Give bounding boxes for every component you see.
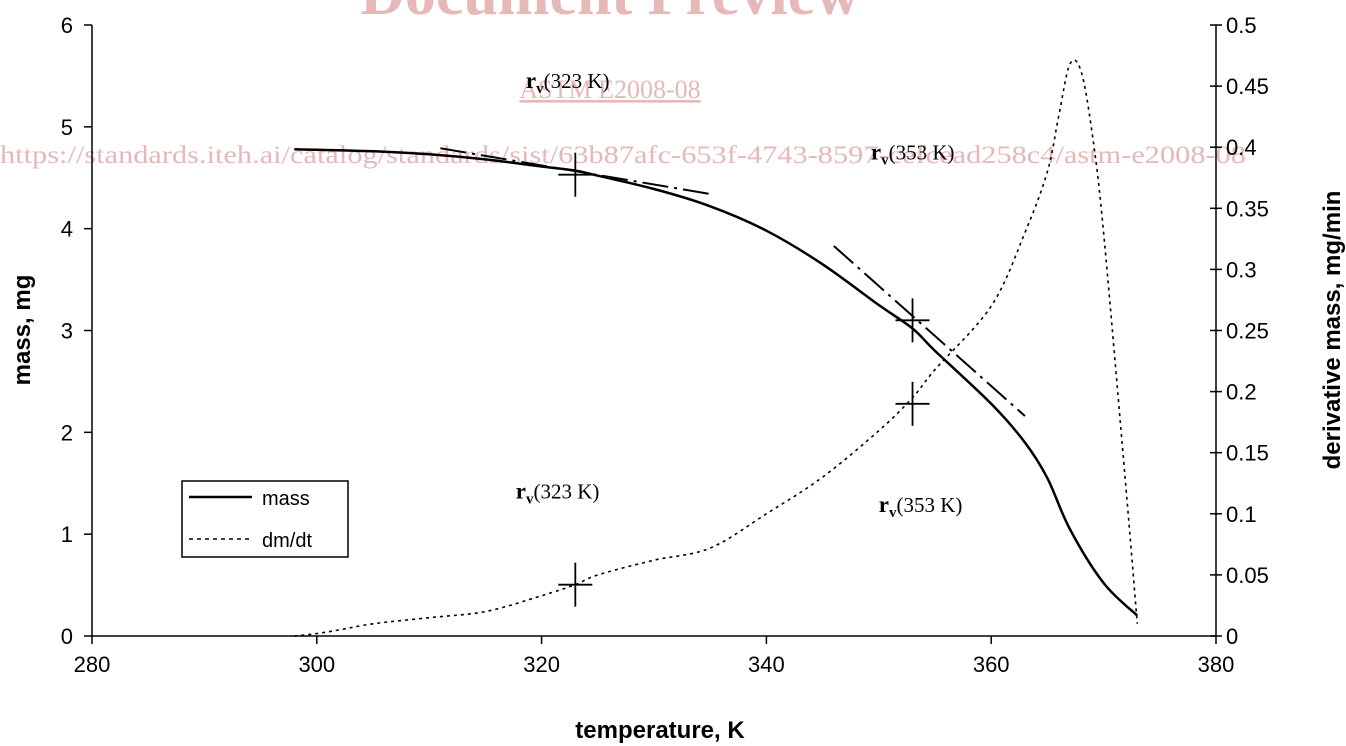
series-line-mass (294, 147, 1139, 617)
watermark-code: ASTM E2008-08 (519, 75, 700, 104)
x-tick-label: 280 (74, 652, 111, 677)
series-line-dmdt (294, 59, 1139, 637)
annotation-label: rv(353 K) (871, 139, 955, 168)
annotation-subscript: v (881, 152, 889, 168)
cross-marker (558, 562, 593, 607)
y-tick-label: 4 (61, 217, 73, 242)
annotation-subscript: v (889, 505, 897, 521)
annotation-label: rv(323 K) (516, 479, 600, 508)
cross-marker (558, 152, 593, 197)
y2-tick-label: 0.25 (1226, 319, 1269, 344)
y2-axis-title: derivative mass, mg/min (1319, 191, 1346, 470)
annotation-r: r (526, 68, 536, 93)
annotation-temperature: (353 K) (897, 493, 963, 517)
y2-tick-label: 0 (1226, 624, 1238, 649)
watermark-url: https://standards.iteh.ai/catalog/standa… (0, 142, 1246, 169)
y-tick-label: 5 (61, 115, 73, 140)
plot-area: rv(323 K)rv(353 K)rv(323 K)rv(353 K) (294, 59, 1139, 637)
y-tick-label: 0 (61, 624, 73, 649)
annotation-r: r (516, 479, 526, 504)
annotation-temperature: (323 K) (533, 480, 599, 504)
y-tick-label: 6 (61, 13, 73, 38)
y2-tick-label: 0.1 (1226, 502, 1257, 527)
watermark-title: Document Preview (360, 0, 860, 28)
y-tick-label: 3 (61, 319, 73, 344)
annotation-temperature: (323 K) (544, 69, 610, 93)
cross-marker (895, 298, 930, 343)
cross-marker (895, 381, 930, 426)
x-tick-label: 360 (973, 652, 1010, 677)
x-tick-label: 380 (1198, 652, 1235, 677)
legend-box (181, 480, 349, 558)
annotation-r: r (879, 492, 889, 517)
y2-tick-label: 0.5 (1226, 13, 1257, 38)
x-tick-label: 320 (523, 652, 560, 677)
legend-label-mass: mass (262, 488, 310, 510)
annotation-label: rv(353 K) (879, 492, 963, 521)
annotation-subscript: v (526, 492, 534, 508)
y2-tick-label: 0.2 (1226, 380, 1257, 405)
y2-tick-label: 0.05 (1226, 563, 1269, 588)
y2-tick-label: 0.45 (1226, 74, 1269, 99)
legend: mass dm/dt (181, 480, 349, 558)
x-axis-title: temperature, K (575, 717, 745, 744)
y2-tick-label: 0.3 (1226, 257, 1257, 282)
y2-tick-label: 0.35 (1226, 196, 1269, 221)
annotation-label: rv(323 K) (526, 68, 610, 97)
legend-label-dmdt: dm/dt (262, 530, 312, 552)
y-tick-label: 2 (61, 420, 73, 445)
annotation-temperature: (353 K) (889, 140, 955, 164)
watermark: Document Preview ASTM E2008-08 https://s… (0, 0, 1246, 169)
axes: 280 300 320 340 360 380 0 1 2 3 4 5 6 0 0.05 0.1 0.15 0.2… (61, 13, 1269, 677)
tangent-line (833, 245, 1026, 417)
y-axis-title: mass, mg (9, 275, 36, 386)
y2-tick-label: 0.4 (1226, 135, 1257, 160)
y2-tick-label: 0.15 (1226, 441, 1269, 466)
x-tick-label: 340 (748, 652, 785, 677)
annotation-subscript: v (536, 81, 544, 97)
annotation-r: r (871, 139, 881, 164)
x-tick-label: 300 (298, 652, 335, 677)
y-tick-label: 1 (61, 522, 73, 547)
